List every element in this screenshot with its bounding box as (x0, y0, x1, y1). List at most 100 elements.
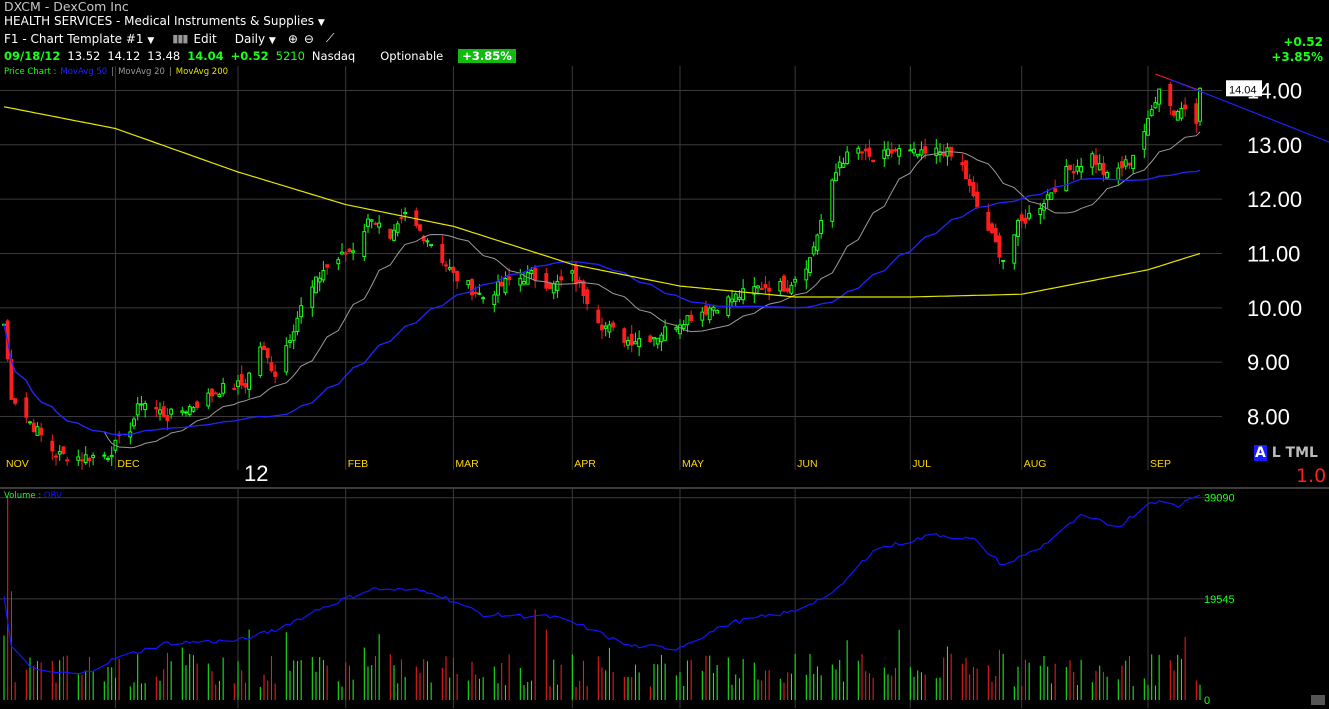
volume-legend-label: Volume : (4, 491, 42, 501)
candle-body (525, 272, 530, 285)
candle-body (109, 454, 114, 458)
candle-body (611, 322, 616, 328)
month-label: MAR (455, 458, 479, 470)
candle-body (135, 403, 140, 416)
candle-body (711, 306, 716, 311)
industry-label: HEALTH SERVICES - Medical Instruments & … (4, 14, 314, 28)
industry-line[interactable]: HEALTH SERVICES - Medical Instruments & … (4, 14, 325, 28)
candle-body (106, 457, 110, 460)
candle-body (291, 331, 296, 341)
candle-body (217, 393, 222, 398)
candle-body (195, 401, 200, 408)
candle-body (262, 345, 266, 351)
candle-body (544, 273, 549, 289)
month-label: APR (574, 458, 596, 470)
candle-body (819, 219, 824, 234)
candle-body (180, 410, 185, 413)
symbol-title[interactable]: DXCM - DexCom Inc (4, 0, 129, 14)
candle-body (1071, 171, 1076, 174)
trendline-blue (1170, 79, 1329, 143)
corner-toggle[interactable]: A L TML (1254, 445, 1318, 461)
chevron-down-icon[interactable]: ▼ (317, 18, 325, 28)
candle-body (373, 222, 378, 225)
candle-body (596, 309, 601, 324)
volume-tick-label: 19545 (1204, 594, 1235, 606)
candle-body (893, 149, 898, 152)
quote-high: 14.12 (107, 49, 141, 63)
ma20-line (3, 131, 1201, 449)
gridlines (0, 66, 1329, 708)
price-tick-label: 10.00 (1247, 296, 1302, 321)
candle-body (967, 179, 972, 186)
candle-body (1027, 212, 1032, 219)
month-label: MAY (682, 458, 704, 470)
period-select[interactable]: Daily ▼ (235, 32, 276, 46)
ma200-legend: MovAvg 200 (175, 67, 229, 77)
candle-body (499, 281, 504, 287)
candle-body (83, 454, 88, 464)
candle-body (1094, 154, 1098, 165)
scroll-handle[interactable] (1311, 695, 1325, 705)
candle-body (1168, 83, 1173, 107)
zoom-out-icon[interactable]: ⊖ (303, 31, 314, 46)
candle-body (1175, 111, 1180, 121)
ltml-toggle[interactable]: L TML (1271, 445, 1318, 461)
candle-body (210, 388, 214, 397)
candle-body (492, 294, 497, 305)
candle-body (659, 334, 664, 343)
candle-body (815, 234, 820, 251)
candle-body (585, 289, 590, 305)
candle-body (581, 280, 586, 296)
candle-body (143, 403, 148, 411)
zoom-in-icon[interactable]: ⊕ (287, 31, 298, 46)
candles (2, 82, 1202, 470)
candle-body (362, 231, 367, 257)
candle-body (518, 277, 523, 286)
candle-body (730, 298, 734, 303)
candle-body (221, 382, 226, 394)
candle-body (715, 310, 720, 314)
price-chart-legend: Price Chart : (4, 67, 57, 77)
candle-body (187, 406, 192, 415)
candle-body (295, 317, 300, 333)
draw-line-icon[interactable]: ⟋ (325, 31, 335, 45)
volume-legend: Volume : OBV (4, 491, 62, 501)
quote-close: 14.04 (187, 49, 224, 63)
candle-body (1116, 167, 1121, 180)
candle-body (841, 162, 846, 168)
quote-exchange: Nasdaq (311, 49, 356, 63)
candle-body (778, 281, 783, 292)
candle-body (1127, 162, 1132, 166)
candle-body (288, 340, 292, 343)
bar-chart-icon[interactable]: ▮▮▮ (172, 32, 188, 45)
candle-body (655, 337, 660, 345)
candle-body (213, 392, 218, 395)
a-toggle[interactable]: A (1254, 445, 1267, 461)
price-tick-label: 9.00 (1247, 350, 1290, 375)
candle-body (1038, 208, 1043, 215)
candle-body (158, 409, 162, 415)
candle-body (856, 147, 861, 154)
candle-body (184, 411, 188, 414)
template-select[interactable]: F1 - Chart Template #1 ▼ (4, 32, 154, 46)
candle-body (1131, 154, 1136, 169)
candle-body (767, 287, 772, 292)
volume-bars (3, 498, 1201, 700)
price-legend: Price Chart : MovAvg 50 | MovAvg 20 | Mo… (4, 67, 229, 77)
candle-body (707, 307, 712, 321)
month-label: SEP (1150, 458, 1171, 470)
candle-body (369, 219, 374, 222)
month-label: JUN (797, 458, 817, 470)
edit-button[interactable]: Edit (193, 31, 217, 46)
candle-body (837, 161, 842, 169)
ma50-legend: MovAvg 50 (60, 67, 108, 77)
candle-body (1023, 217, 1028, 224)
candle-body (1146, 117, 1150, 136)
candle-body (912, 148, 916, 154)
candle-body (529, 269, 534, 275)
candle-body (1045, 194, 1050, 201)
last-price-tag-label: 14.04 (1229, 84, 1257, 96)
period-label: Daily (234, 31, 266, 46)
ma50-line (3, 169, 1201, 436)
